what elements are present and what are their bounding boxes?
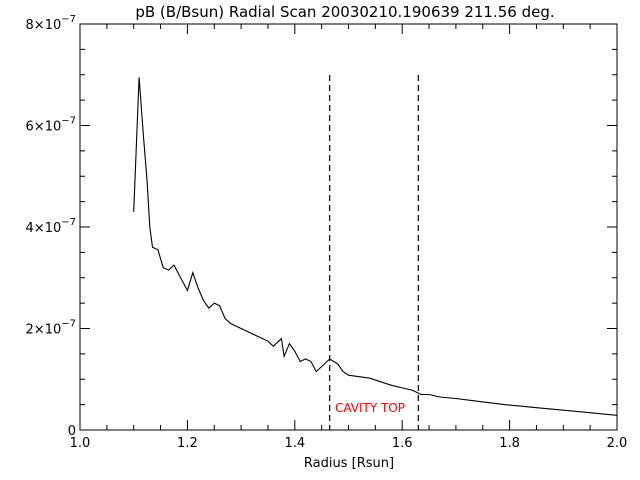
y-tick-label: 8×10−7 <box>26 14 76 33</box>
cavity-markers <box>329 75 419 430</box>
y-tick-label: 0 <box>68 424 76 439</box>
x-axis-ticks: 1.0 1.2 1.4 1.6 1.8 2.0 <box>70 24 628 451</box>
annotations: CAVITY TOP <box>335 401 405 415</box>
plot-frame <box>79 23 618 431</box>
cavity-top-label: CAVITY TOP <box>335 401 405 415</box>
x-tick-label: 1.2 <box>177 436 198 451</box>
y-axis-ticks: 0 2×10−7 4×10−7 6×10−7 8×10−7 <box>26 14 617 439</box>
x-tick-label: 1.0 <box>70 436 91 451</box>
pb-series-line <box>133 77 618 416</box>
x-tick-label: 1.8 <box>499 436 520 451</box>
x-tick-label: 2.0 <box>607 436 628 451</box>
x-tick-label: 1.4 <box>284 436 305 451</box>
y-tick-label: 4×10−7 <box>26 217 76 236</box>
x-axis-label: Radius [Rsun] <box>304 456 394 471</box>
x-tick-label: 1.6 <box>392 436 413 451</box>
chart-title: pB (B/Bsun) Radial Scan 20030210.190639 … <box>135 3 554 21</box>
y-tick-label: 2×10−7 <box>26 319 76 338</box>
y-tick-label: 6×10−7 <box>26 116 76 135</box>
